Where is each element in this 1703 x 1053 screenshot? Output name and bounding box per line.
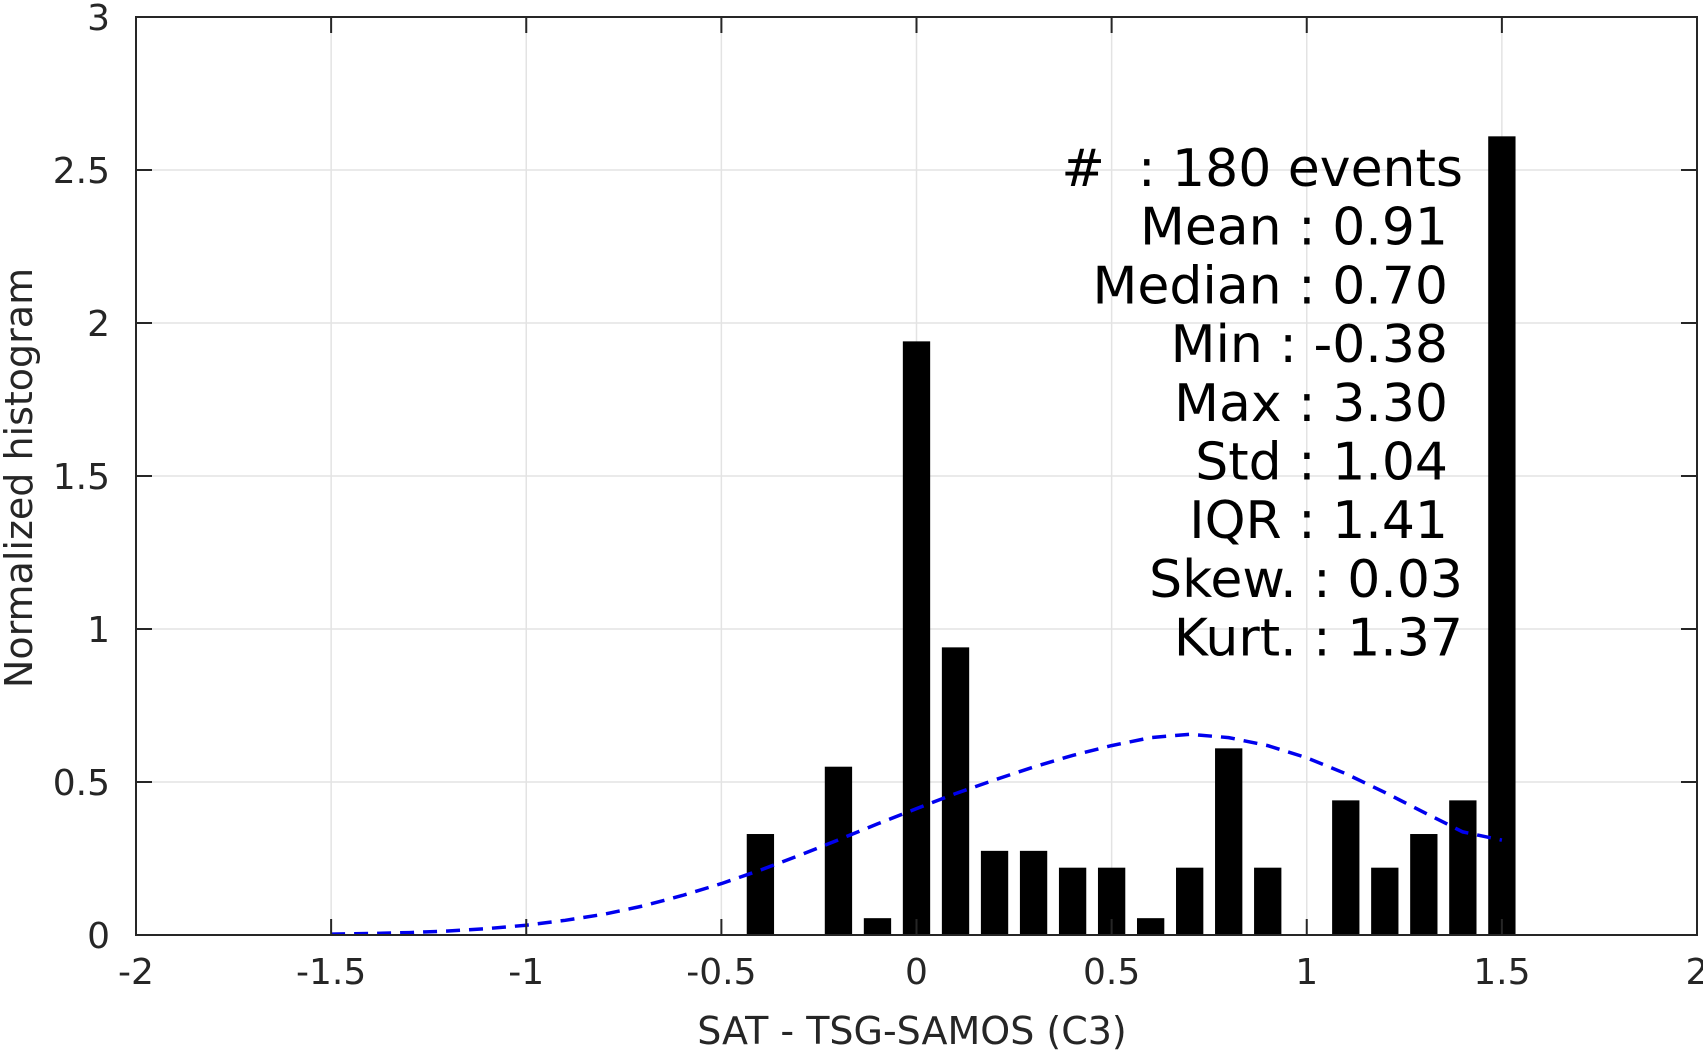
y-tick-label: 0 <box>87 916 110 957</box>
histogram-bar <box>1058 867 1087 935</box>
stat-line: Skew. : 0.03 <box>1149 550 1463 610</box>
x-tick-label: -1 <box>508 952 544 993</box>
y-tick-label: 1.5 <box>53 457 110 498</box>
histogram-bar <box>1019 850 1048 935</box>
histogram-bar <box>1449 800 1477 935</box>
histogram-bar <box>1371 867 1399 935</box>
stat-line: Median : 0.70 <box>1093 256 1449 316</box>
histogram-bar <box>1254 867 1282 935</box>
stat-line: Mean : 0.91 <box>1140 198 1448 258</box>
x-axis-title: SAT - TSG-SAMOS (C3) <box>697 1009 1127 1053</box>
y-tick-label: 0.5 <box>53 763 110 804</box>
x-tick-label: 1.5 <box>1473 952 1530 993</box>
x-tick-label: -2 <box>118 952 154 993</box>
histogram-bar <box>824 766 853 935</box>
y-tick-label: 1 <box>87 610 110 651</box>
y-tick-label: 2.5 <box>53 151 110 192</box>
tick-labels: -2 -1.5 -1 -0.5 0 0.5 1 1.5 2 0 0.5 1 1.5 2 2.5 3 <box>53 0 1703 993</box>
y-tick-label: 3 <box>87 0 110 39</box>
x-tick-label: -0.5 <box>686 952 756 993</box>
stat-line: Std : 1.04 <box>1195 433 1448 493</box>
histogram-bar <box>1488 136 1516 936</box>
stat-line: Kurt. : 1.37 <box>1174 609 1463 669</box>
histogram-bar <box>980 850 1009 935</box>
histogram-bar <box>1215 748 1243 935</box>
x-tick-label: 1 <box>1295 952 1318 993</box>
x-tick-label: -1.5 <box>296 952 366 993</box>
x-tick-label: 2 <box>1686 952 1703 993</box>
stat-line: # : 180 events <box>1061 139 1463 199</box>
x-tick-label: 0 <box>905 952 928 993</box>
histogram-bar <box>1332 800 1360 935</box>
stat-line: IQR : 1.41 <box>1189 491 1448 551</box>
stat-line: Min : -0.38 <box>1171 315 1448 375</box>
y-axis-title: Normalized histogram <box>0 268 41 688</box>
stat-line: Max : 3.30 <box>1174 374 1448 434</box>
histogram-bar <box>863 918 892 935</box>
x-tick-label: 0.5 <box>1083 952 1140 993</box>
histogram-bar <box>1176 867 1204 935</box>
histogram-bar <box>1410 834 1438 935</box>
plot-axes <box>135 16 1698 936</box>
y-tick-label: 2 <box>87 304 110 345</box>
histogram-bar <box>746 834 775 935</box>
histogram-bar <box>902 341 931 935</box>
histogram-bars <box>746 136 1516 936</box>
histogram-bar <box>1136 918 1165 935</box>
